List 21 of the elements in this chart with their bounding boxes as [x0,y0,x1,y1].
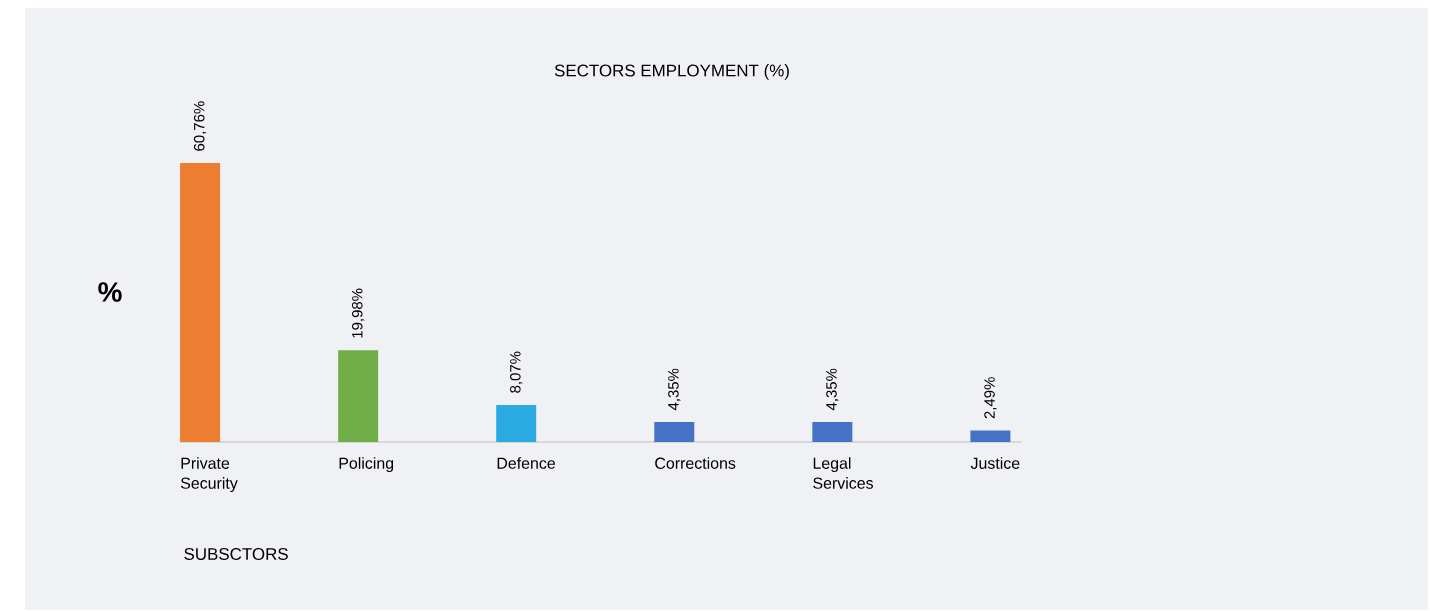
data-label: 4,35% [668,368,681,411]
x-tick-label: Defence [497,457,555,469]
data-label: 2,49% [984,377,997,419]
data-label: 4,35% [826,368,839,411]
bar [496,404,537,442]
data-label: 60,76% [193,101,207,151]
bar [812,422,853,442]
data-label: 8,07% [510,351,523,393]
x-axis-title: SUBSCTORS [184,547,288,560]
chart-title: SECTORS EMPLOYMENT (%) [554,64,789,80]
x-tick-label: Policing [339,457,394,473]
data-label: 19,98% [351,288,365,338]
bar [654,422,695,442]
y-axis-title: % [98,282,122,302]
x-tick-label: Corrections [655,457,736,469]
bar [338,350,379,442]
x-tick-label: Justice [970,457,1020,469]
bar [180,162,221,442]
x-tick-label: Private Security [180,457,238,492]
x-tick-label: Legal Services [813,457,873,489]
bar [970,430,1011,442]
